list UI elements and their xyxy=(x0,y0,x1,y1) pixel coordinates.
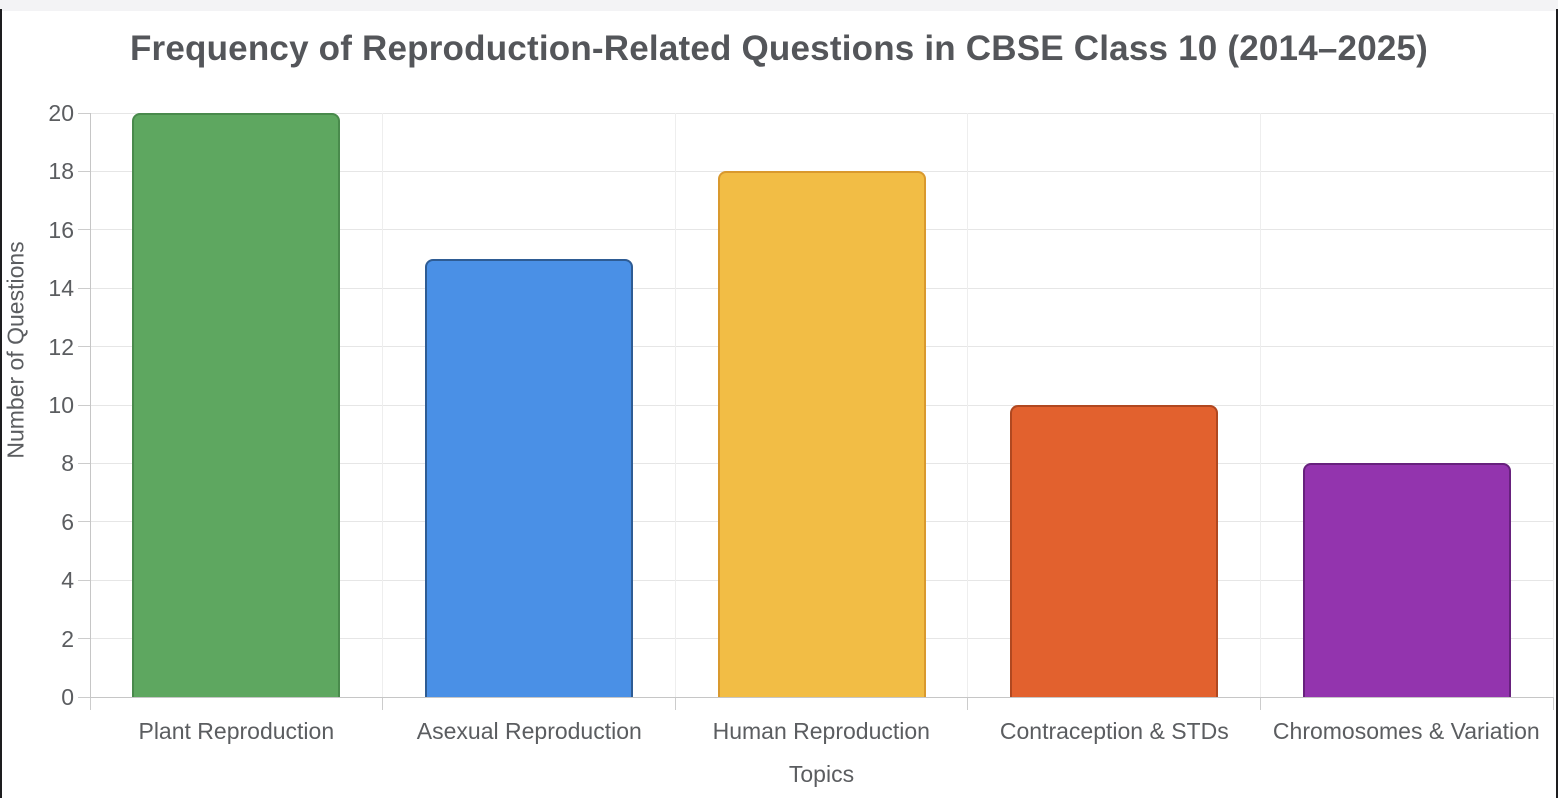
y-tick-mark xyxy=(78,404,90,406)
y-tick-mark xyxy=(78,287,90,289)
x-tick-mark xyxy=(967,697,969,710)
y-tick-mark xyxy=(78,462,90,464)
y-axis-line xyxy=(89,113,91,697)
y-tick-label: 16 xyxy=(48,216,74,243)
y-tick-label: 0 xyxy=(61,684,74,710)
y-gridline xyxy=(90,112,1553,114)
y-tick-label: 20 xyxy=(48,100,74,126)
y-tick-label: 14 xyxy=(48,275,74,302)
y-tick-mark xyxy=(78,579,90,581)
category-gridline xyxy=(674,113,676,697)
y-tick-mark xyxy=(78,638,90,640)
y-tick-label: 10 xyxy=(48,392,74,418)
x-tick-mark xyxy=(89,697,91,710)
x-tick-mark xyxy=(382,697,384,710)
x-tick-mark xyxy=(1552,697,1554,710)
x-category-label: Human Reproduction xyxy=(712,718,930,744)
y-tick-label: 18 xyxy=(48,158,74,185)
y-tick-label: 4 xyxy=(61,567,74,594)
y-tick-mark xyxy=(78,346,90,348)
category-gridline xyxy=(1552,113,1554,697)
y-tick-mark xyxy=(78,696,90,698)
window-right-edge xyxy=(1556,9,1558,798)
y-tick-mark xyxy=(78,112,90,114)
bar-asexual-reproduction[interactable] xyxy=(425,259,633,697)
y-tick-label: 6 xyxy=(61,508,74,535)
y-tick-label: 2 xyxy=(61,625,74,652)
bar-human-reproduction[interactable] xyxy=(718,171,926,697)
x-axis-line xyxy=(90,696,1553,698)
window-left-edge xyxy=(0,9,2,798)
x-category-label: Contraception & STDs xyxy=(999,718,1229,744)
x-tick-mark xyxy=(674,697,676,710)
bar-chromosomes-variation[interactable] xyxy=(1303,463,1511,697)
window-top-strip xyxy=(0,0,1558,11)
y-tick-mark xyxy=(78,229,90,231)
y-tick-mark xyxy=(78,170,90,172)
x-category-label: Plant Reproduction xyxy=(138,718,335,744)
category-gridline xyxy=(382,113,384,697)
bar-contraception-stds[interactable] xyxy=(1010,405,1218,697)
y-tick-mark xyxy=(78,521,90,523)
category-gridline xyxy=(967,113,969,697)
x-category-label: Chromosomes & Variation xyxy=(1272,718,1540,744)
x-tick-mark xyxy=(1259,697,1261,710)
y-tick-label: 8 xyxy=(61,450,74,477)
chart-title: Frequency of Reproduction-Related Questi… xyxy=(129,29,1429,68)
y-tick-label: 12 xyxy=(48,333,74,360)
bar-plant-reproduction[interactable] xyxy=(132,113,340,697)
x-axis-title: Topics xyxy=(788,761,855,787)
y-axis-title: Number of Questions xyxy=(2,241,29,459)
x-category-label: Asexual Reproduction xyxy=(416,718,642,744)
category-gridline xyxy=(1259,113,1261,697)
